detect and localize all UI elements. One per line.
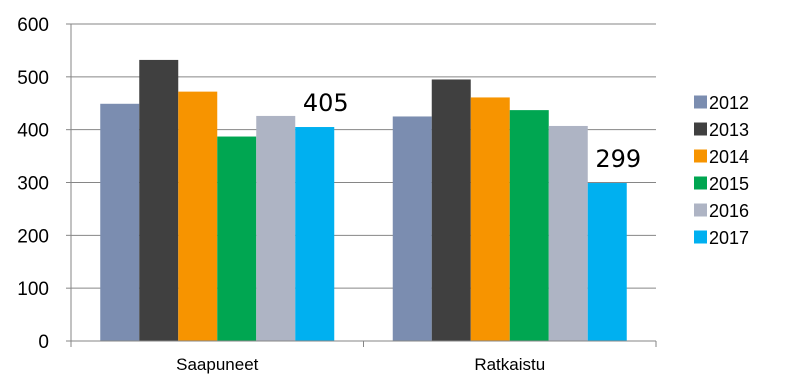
legend-swatch-2015 — [694, 176, 707, 190]
bar-2015-saapuneet — [217, 136, 257, 341]
x-category-label: Ratkaistu — [474, 355, 545, 374]
data-labels: 405 299 — [303, 89, 641, 173]
y-tick-label: 100 — [17, 279, 49, 300]
legend-swatch-2013 — [694, 122, 707, 136]
legend-swatch-2016 — [694, 203, 707, 217]
legend-swatch-2017 — [694, 230, 707, 244]
bar-2014-ratkaistu — [470, 97, 510, 342]
bar-2017-saapuneet — [295, 127, 335, 342]
y-tick-label: 0 — [38, 332, 49, 353]
bar-2016-ratkaistu — [548, 125, 588, 342]
axes — [66, 23, 657, 347]
bar-2017-ratkaistu — [587, 183, 627, 341]
legend-swatch-2012 — [694, 95, 707, 109]
x-category-label: Saapuneet — [176, 355, 259, 374]
legend-label: 2016 — [709, 201, 749, 221]
bar-2012-saapuneet — [100, 103, 140, 341]
legend-swatch-2014 — [694, 149, 707, 163]
bars — [100, 59, 627, 342]
data-label: 405 — [303, 89, 349, 117]
legend: 2012 2013 2014 2015 2016 2017 — [694, 93, 749, 248]
bar-2015-ratkaistu — [509, 110, 549, 341]
y-tick-label: 400 — [17, 121, 49, 142]
bar-2014-saapuneet — [178, 91, 218, 341]
bar-2013-ratkaistu — [431, 79, 471, 341]
legend-label: 2014 — [709, 147, 749, 167]
legend-label: 2013 — [709, 120, 749, 140]
data-label: 299 — [595, 145, 641, 173]
bar-2016-saapuneet — [256, 115, 296, 342]
legend-label: 2017 — [709, 228, 749, 248]
y-tick-label: 600 — [17, 15, 49, 36]
bar-2012-ratkaistu — [392, 116, 432, 341]
legend-label: 2012 — [709, 93, 749, 113]
legend-label: 2015 — [709, 174, 749, 194]
y-tick-label: 200 — [17, 226, 49, 247]
y-tick-label: 500 — [17, 68, 49, 89]
bar-2013-saapuneet — [139, 59, 179, 341]
x-axis-categories: Saapuneet Ratkaistu — [176, 355, 545, 374]
y-axis-ticks: 0 100 200 300 400 500 600 — [17, 15, 49, 353]
y-tick-label: 300 — [17, 174, 49, 195]
